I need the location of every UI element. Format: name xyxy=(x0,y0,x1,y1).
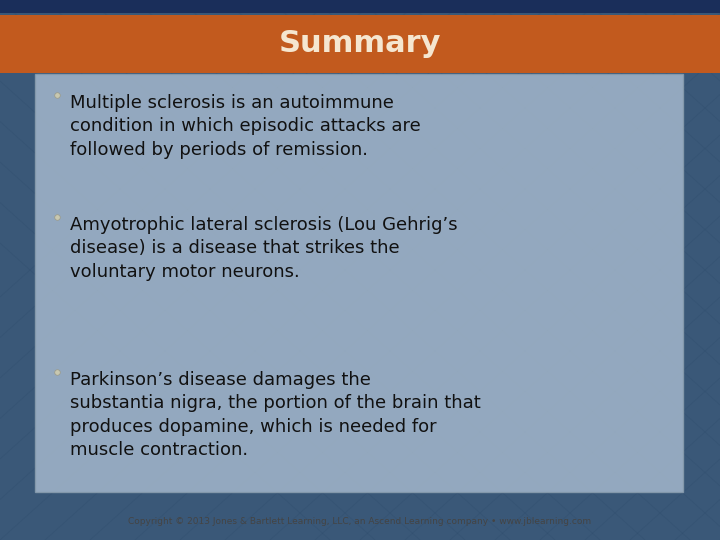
Text: Parkinson’s disease damages the
substantia nigra, the portion of the brain that
: Parkinson’s disease damages the substant… xyxy=(70,371,481,459)
Text: Copyright © 2013 Jones & Bartlett Learning, LLC, an Ascend Learning company • ww: Copyright © 2013 Jones & Bartlett Learni… xyxy=(128,517,592,526)
Text: Summary: Summary xyxy=(279,30,441,58)
Text: Amyotrophic lateral sclerosis (Lou Gehrig’s
disease) is a disease that strikes t: Amyotrophic lateral sclerosis (Lou Gehri… xyxy=(70,216,458,281)
FancyBboxPatch shape xyxy=(0,0,720,13)
FancyBboxPatch shape xyxy=(35,74,683,492)
FancyBboxPatch shape xyxy=(0,15,720,73)
Text: Multiple sclerosis is an autoimmune
condition in which episodic attacks are
foll: Multiple sclerosis is an autoimmune cond… xyxy=(70,94,420,159)
